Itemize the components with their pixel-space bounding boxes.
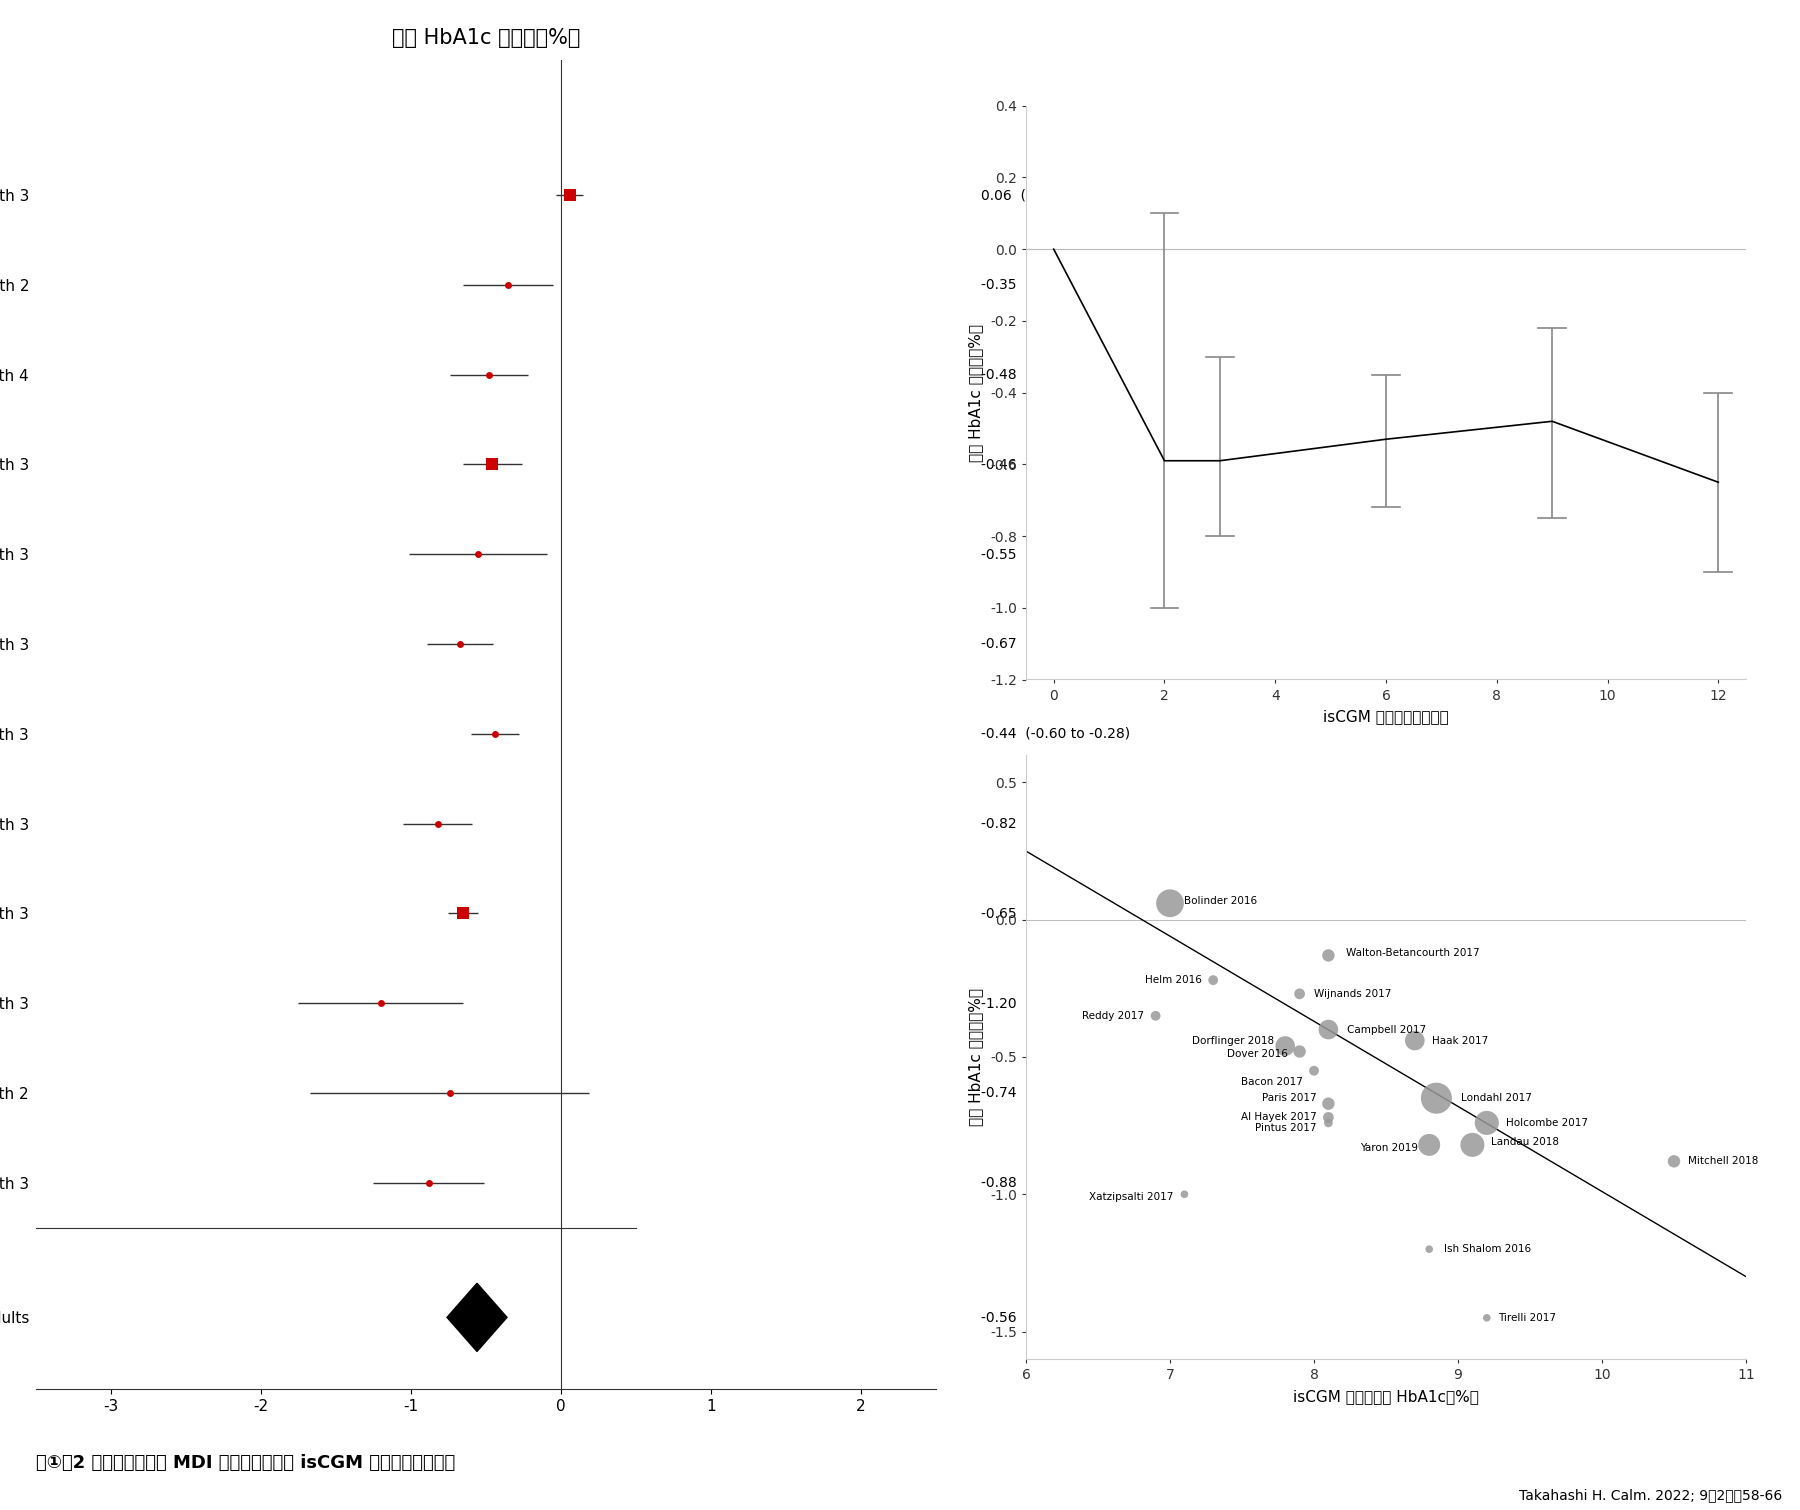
Text: -0.88  (-1.25 to -0.51): -0.88 (-1.25 to -0.51) xyxy=(981,1176,1130,1190)
Polygon shape xyxy=(446,1284,508,1351)
Point xyxy=(1415,1132,1444,1157)
Text: Tirelli 2017: Tirelli 2017 xyxy=(1498,1312,1557,1323)
Y-axis label: 平均 HbA1c 変化率（%）: 平均 HbA1c 変化率（%） xyxy=(968,323,983,462)
Y-axis label: 平均 HbA1c 変化率（%）: 平均 HbA1c 変化率（%） xyxy=(968,988,983,1126)
Point xyxy=(1314,1105,1343,1129)
Text: Londahl 2017: Londahl 2017 xyxy=(1462,1093,1532,1104)
X-axis label: isCGM 開始後期間（月）: isCGM 開始後期間（月） xyxy=(1323,710,1449,725)
Point xyxy=(1422,1086,1451,1110)
Point xyxy=(1285,982,1314,1006)
Point xyxy=(1472,1111,1501,1136)
Text: Al Hayek 2017: Al Hayek 2017 xyxy=(1242,1113,1318,1122)
Point xyxy=(1285,1039,1314,1063)
Text: Pintus 2017: Pintus 2017 xyxy=(1255,1123,1318,1134)
Point xyxy=(1472,1306,1501,1330)
Point xyxy=(1314,1018,1343,1042)
Point xyxy=(1199,968,1228,992)
Point xyxy=(1400,1028,1429,1052)
Text: Reddy 2017: Reddy 2017 xyxy=(1082,1010,1145,1021)
Point xyxy=(1415,1237,1444,1261)
Point xyxy=(1660,1149,1688,1173)
Text: -0.67  (-0.89 to -0.45): -0.67 (-0.89 to -0.45) xyxy=(981,637,1130,651)
Text: Yaron 2019: Yaron 2019 xyxy=(1359,1143,1418,1152)
X-axis label: isCGM 開始時平均 HbA1c（%）: isCGM 開始時平均 HbA1c（%） xyxy=(1292,1389,1480,1404)
Text: -0.82  (-1.05 to -0.59): -0.82 (-1.05 to -0.59) xyxy=(981,817,1130,831)
Text: Bacon 2017: Bacon 2017 xyxy=(1240,1077,1303,1087)
Text: Landau 2018: Landau 2018 xyxy=(1490,1137,1559,1148)
Text: -0.44  (-0.60 to -0.28): -0.44 (-0.60 to -0.28) xyxy=(981,726,1130,741)
Point xyxy=(1300,1059,1328,1083)
Point xyxy=(1170,1182,1199,1206)
Text: Helm 2016: Helm 2016 xyxy=(1145,975,1202,985)
Point xyxy=(1314,944,1343,968)
Text: 0.06  (-0.03 to 0.15): 0.06 (-0.03 to 0.15) xyxy=(981,189,1120,202)
Text: Mitchell 2018: Mitchell 2018 xyxy=(1688,1157,1759,1166)
Text: -0.35  (-0.65 to -0.05): -0.35 (-0.65 to -0.05) xyxy=(981,278,1130,291)
Text: -0.65  (-0.75 to -0.55): -0.65 (-0.75 to -0.55) xyxy=(981,906,1130,921)
Text: Dover 2016: Dover 2016 xyxy=(1228,1049,1289,1059)
Point xyxy=(1458,1132,1487,1157)
Text: Dorflinger 2018: Dorflinger 2018 xyxy=(1192,1036,1274,1045)
Point xyxy=(1271,1034,1300,1059)
Point xyxy=(1314,1111,1343,1136)
Text: -0.46  (-0.65 to -0.26): -0.46 (-0.65 to -0.26) xyxy=(981,458,1130,471)
Text: 図①　2 型糖尿病患者で MDI 施行中患者への isCGM のメタアナリシス: 図① 2 型糖尿病患者で MDI 施行中患者への isCGM のメタアナリシス xyxy=(36,1454,455,1472)
Point xyxy=(1314,1092,1343,1116)
Point xyxy=(1156,891,1184,915)
Text: -0.56  (-0.76 to -0.36): -0.56 (-0.76 to -0.36) xyxy=(981,1311,1130,1324)
Text: -0.74  (-1.67 to 0.19): -0.74 (-1.67 to 0.19) xyxy=(981,1086,1125,1099)
Text: -1.20  (-1.75 to -0.65): -1.20 (-1.75 to -0.65) xyxy=(981,997,1130,1010)
Text: Xatzipsalti 2017: Xatzipsalti 2017 xyxy=(1089,1191,1174,1202)
Point xyxy=(1141,1004,1170,1028)
Text: Paris 2017: Paris 2017 xyxy=(1262,1093,1318,1104)
Text: Bolinder 2016: Bolinder 2016 xyxy=(1184,895,1258,906)
Text: Haak 2017: Haak 2017 xyxy=(1433,1036,1489,1045)
Text: Ish Shalom 2016: Ish Shalom 2016 xyxy=(1444,1244,1530,1255)
Text: Takahashi H. Calm. 2022; 9（2）：58-66: Takahashi H. Calm. 2022; 9（2）：58-66 xyxy=(1519,1489,1782,1502)
Text: Wijnands 2017: Wijnands 2017 xyxy=(1314,989,1391,998)
Text: -0.48  (-0.74 to -0.22): -0.48 (-0.74 to -0.22) xyxy=(981,367,1130,382)
Title: 平均 HbA1c 変化率（%）: 平均 HbA1c 変化率（%） xyxy=(392,27,580,48)
Text: Walton-Betancourth 2017: Walton-Betancourth 2017 xyxy=(1346,948,1480,957)
Text: Campbell 2017: Campbell 2017 xyxy=(1346,1025,1426,1034)
Text: -0.55  (-1.01 to -0.09): -0.55 (-1.01 to -0.09) xyxy=(981,547,1130,562)
Text: Holcombe 2017: Holcombe 2017 xyxy=(1505,1117,1588,1128)
